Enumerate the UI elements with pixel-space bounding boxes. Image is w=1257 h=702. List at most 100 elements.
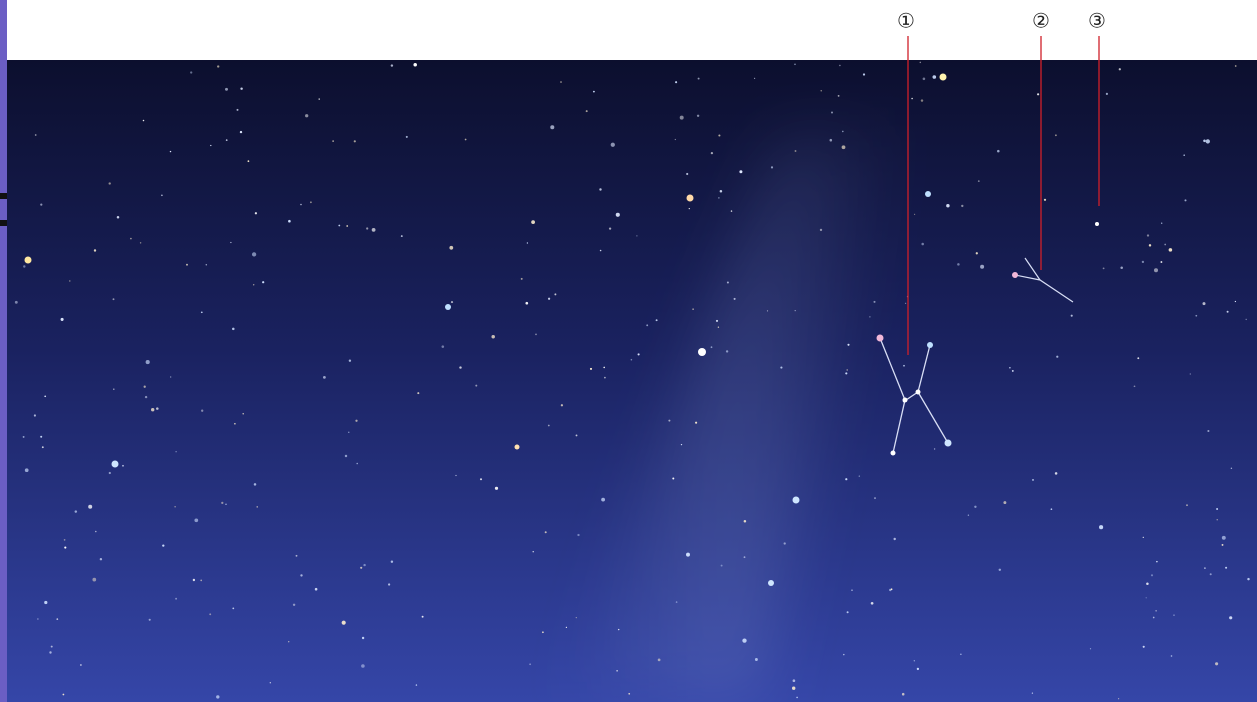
star	[675, 81, 678, 84]
star	[201, 409, 204, 412]
star	[742, 638, 747, 643]
star	[1102, 267, 1105, 270]
star	[1009, 367, 1011, 369]
star	[41, 446, 44, 449]
star	[1225, 566, 1228, 569]
star	[415, 684, 418, 686]
star	[1148, 244, 1152, 247]
star	[300, 203, 302, 206]
star	[1117, 698, 1120, 700]
star	[957, 263, 960, 266]
star	[1036, 93, 1040, 96]
star	[1152, 616, 1155, 619]
bright-stars	[24, 73, 1099, 586]
star	[1153, 268, 1159, 273]
star	[479, 478, 483, 481]
star	[1184, 199, 1187, 202]
star	[697, 77, 700, 80]
star	[846, 369, 848, 371]
star	[998, 568, 1002, 572]
star	[565, 626, 568, 629]
star	[960, 653, 962, 655]
star	[24, 468, 29, 473]
star	[174, 506, 176, 508]
star	[1234, 300, 1237, 303]
star	[1056, 355, 1059, 358]
star	[1202, 302, 1206, 306]
star	[300, 574, 303, 577]
star	[1050, 508, 1053, 511]
star	[253, 483, 257, 486]
star	[819, 228, 823, 232]
star	[1146, 234, 1150, 237]
star	[589, 367, 593, 370]
star	[842, 130, 844, 133]
star	[717, 326, 720, 328]
pointer-lines	[907, 36, 1100, 355]
star	[44, 395, 47, 398]
star	[441, 345, 445, 348]
star	[544, 531, 547, 534]
star	[599, 188, 602, 191]
star	[914, 213, 916, 215]
star	[400, 235, 403, 238]
star	[445, 304, 451, 310]
star	[718, 134, 721, 137]
star	[599, 249, 602, 252]
star	[190, 71, 193, 74]
star	[34, 134, 37, 136]
star	[338, 224, 341, 227]
star	[1215, 662, 1219, 666]
star	[161, 194, 163, 197]
star	[254, 212, 258, 215]
star	[221, 501, 224, 505]
star	[686, 552, 690, 557]
star	[363, 563, 366, 567]
star	[532, 551, 534, 553]
star	[234, 422, 236, 425]
star	[616, 670, 618, 672]
star	[225, 503, 227, 505]
star	[593, 90, 595, 93]
star	[841, 145, 846, 150]
star	[33, 414, 36, 417]
star	[156, 407, 159, 410]
star	[269, 682, 271, 684]
star	[858, 475, 860, 477]
star	[946, 203, 950, 208]
star	[829, 138, 833, 142]
star	[305, 114, 309, 118]
star	[615, 212, 620, 217]
star	[608, 227, 612, 230]
star	[99, 557, 103, 561]
star	[796, 696, 798, 699]
star	[766, 310, 769, 312]
star	[242, 413, 244, 415]
star	[80, 664, 82, 666]
star	[251, 252, 257, 257]
star	[1161, 222, 1163, 224]
star	[108, 471, 111, 475]
star	[876, 334, 884, 342]
star	[873, 300, 876, 303]
star	[247, 160, 250, 163]
star	[904, 302, 907, 304]
star	[525, 301, 529, 305]
star	[655, 319, 658, 322]
star	[911, 97, 913, 100]
star	[366, 227, 369, 230]
star	[63, 539, 66, 541]
star	[1070, 314, 1073, 317]
star	[922, 77, 926, 81]
star	[111, 460, 119, 468]
star	[1216, 508, 1219, 510]
star	[770, 166, 774, 169]
star	[210, 144, 212, 147]
star	[130, 237, 132, 240]
star	[1089, 648, 1092, 650]
star	[24, 256, 32, 264]
star	[672, 477, 675, 480]
star	[961, 204, 964, 208]
star	[794, 150, 797, 152]
star	[916, 667, 920, 671]
